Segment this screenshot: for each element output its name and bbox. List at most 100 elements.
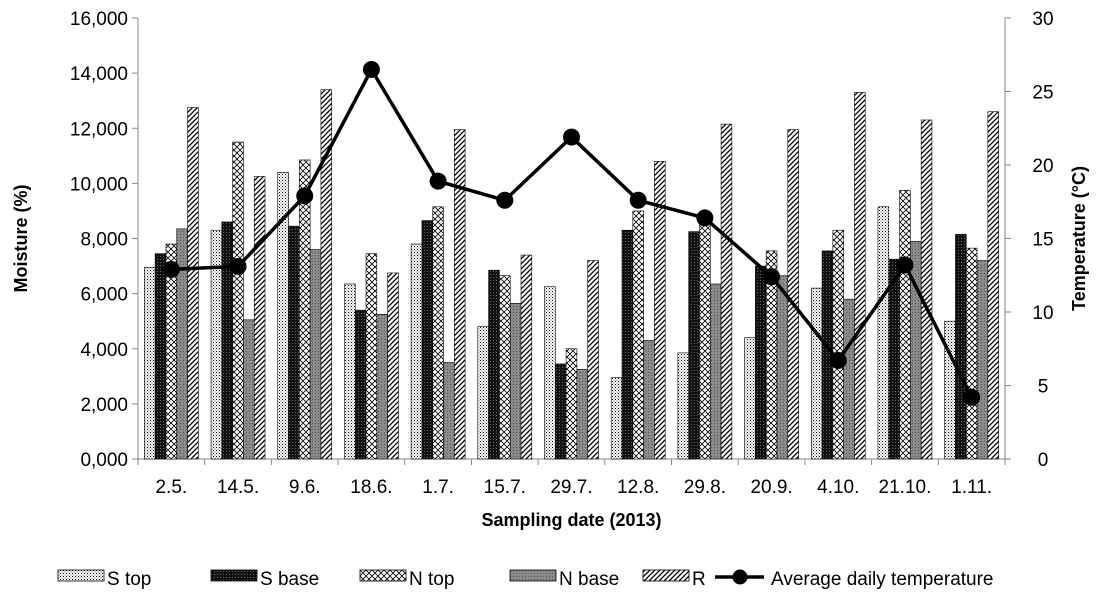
bar-s-top	[210, 229, 223, 460]
bar-s-base	[888, 258, 900, 460]
bar-n-base	[709, 283, 722, 460]
y-tick-label: 8,000	[80, 230, 128, 251]
legend-swatch	[509, 569, 557, 582]
y-axis-title: Moisture (%)	[11, 184, 31, 292]
legend-marker	[732, 569, 748, 585]
bar-n-base	[509, 302, 522, 460]
temperature-point	[496, 191, 514, 209]
bar-n-top	[965, 247, 978, 460]
y-tick-label: 0,000	[80, 450, 128, 471]
bar-s-base	[421, 220, 434, 460]
bar-s-base	[755, 265, 767, 460]
bar-r	[520, 254, 533, 460]
x-tick-label: 2.5.	[155, 477, 187, 498]
y2-tick-label: 20	[1032, 156, 1053, 177]
bar-n-base	[643, 340, 655, 460]
bar-s-base	[488, 269, 500, 460]
bar-s-top	[744, 337, 756, 460]
legend-label: N base	[559, 569, 619, 590]
temperature-point	[763, 268, 781, 286]
temperature-point	[162, 260, 180, 278]
bar-n-top	[832, 229, 844, 460]
bar-n-base	[376, 313, 388, 460]
y-tick-label: 16,000	[70, 9, 128, 30]
labels: 0,000 2,000 4,000 6,000 8,000 10,000 12,000 14,…	[11, 9, 1089, 530]
y2-tick-label: 30	[1032, 9, 1053, 30]
x-tick-label: 20.9.	[750, 477, 792, 498]
bar-r	[987, 111, 999, 460]
x-tick-label: 9.6.	[289, 477, 321, 498]
x-tick-label: 1.7.	[422, 477, 454, 498]
bar-n-base	[176, 228, 188, 460]
x-tick-label: 29.7.	[550, 477, 592, 498]
y-tick-label: 10,000	[70, 174, 128, 195]
legend-label: N top	[409, 569, 454, 590]
y2-axis-title: Temperature (°C)	[1069, 166, 1089, 311]
bar-s-top	[877, 206, 890, 460]
bar-s-base	[621, 229, 634, 460]
bar-n-top	[432, 206, 444, 460]
temperature-point	[563, 128, 580, 146]
temperature-point	[229, 257, 247, 275]
y2-tick-label: 10	[1032, 303, 1053, 324]
legend-swatch	[210, 569, 258, 582]
bar-n-top	[632, 210, 644, 460]
bar-s-base	[821, 250, 834, 460]
y2-tick-label: 5	[1038, 377, 1049, 398]
bar-n-top	[499, 275, 511, 460]
legend-swatch	[57, 569, 105, 582]
temperature-point	[963, 388, 981, 406]
x-tick-label: 14.5.	[217, 477, 259, 498]
bar-r	[187, 107, 199, 460]
bar-n-top	[299, 159, 311, 460]
legend-swatch	[359, 569, 407, 582]
x-tick-label: 1.11.	[951, 477, 992, 498]
bar-n-base	[776, 275, 789, 460]
bar-n-base	[309, 249, 322, 460]
bar-s-base	[554, 363, 567, 460]
bar-s-top	[344, 283, 356, 460]
x-tick-label: 21.10.	[879, 477, 932, 498]
bar-s-base	[154, 253, 167, 460]
bar-r	[920, 119, 933, 460]
bar-s-base	[354, 309, 367, 460]
bars	[144, 89, 999, 460]
temperature-point	[896, 256, 914, 274]
bar-n-top	[365, 253, 378, 460]
temperature-point	[829, 352, 847, 370]
y-tick-label: 14,000	[70, 64, 128, 85]
bar-n-base	[843, 298, 855, 460]
bar-s-top	[677, 352, 689, 460]
legend: S top S base N top N base R Average daily tem…	[57, 569, 994, 590]
bar-s-top	[410, 243, 423, 460]
bar-s-base	[688, 231, 700, 460]
bar-n-top	[699, 220, 711, 460]
temperature-line	[162, 60, 981, 406]
x-axis-title: Sampling date (2013)	[481, 510, 661, 530]
bar-r	[320, 89, 333, 460]
legend-label: S base	[260, 569, 319, 590]
bar-n-base	[976, 260, 989, 460]
x-tick-label: 18.6.	[350, 477, 392, 498]
legend-swatch	[642, 569, 690, 582]
bar-s-base	[288, 225, 300, 460]
x-tick-label: 29.8.	[684, 477, 726, 498]
temperature-point	[362, 60, 380, 78]
temperature-point	[296, 187, 314, 205]
y2-tick-label: 25	[1032, 83, 1053, 104]
temperature-point	[629, 191, 647, 209]
y-tick-label: 2,000	[80, 395, 128, 416]
bar-s-top	[610, 377, 623, 460]
legend-label: R	[692, 569, 706, 590]
y-tick-label: 6,000	[80, 285, 128, 306]
bar-r	[787, 129, 799, 460]
bar-r	[587, 260, 599, 460]
bar-n-base	[910, 240, 922, 460]
bar-s-base	[221, 221, 233, 460]
x-tick-label: 4.10.	[817, 477, 859, 498]
bar-s-top	[477, 326, 489, 460]
bar-r	[854, 92, 866, 460]
bar-n-base	[443, 362, 455, 460]
bar-s-top	[544, 286, 556, 460]
